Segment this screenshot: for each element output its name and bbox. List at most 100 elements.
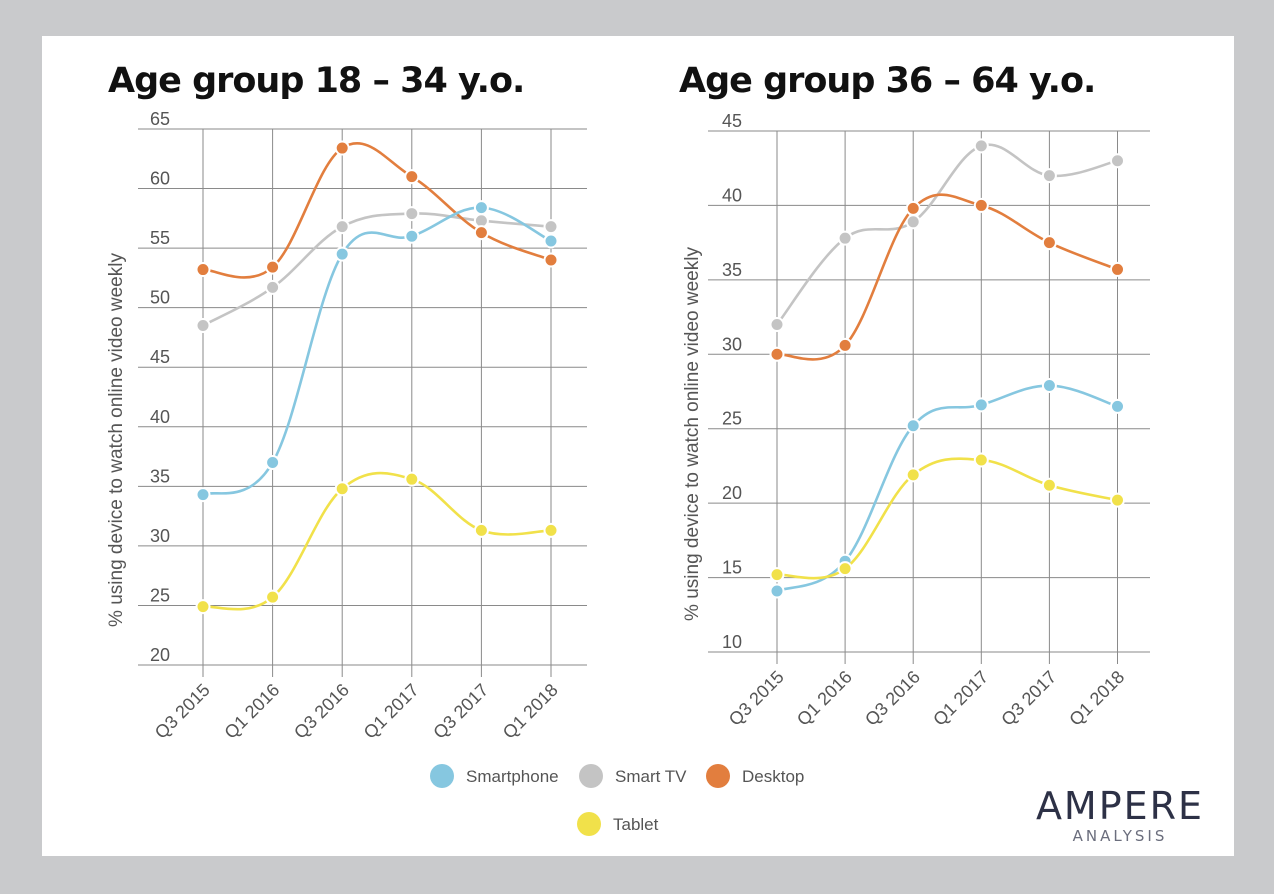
- data-point: [334, 481, 350, 497]
- x-tick-label: Q1 2018: [499, 680, 562, 743]
- data-point: [905, 418, 921, 434]
- legend-label: Smartphone: [466, 767, 559, 786]
- y-tick-label: 20: [722, 483, 742, 503]
- data-point: [973, 397, 989, 413]
- data-point: [473, 522, 489, 538]
- series-smart-tv: [769, 138, 1125, 333]
- x-tick-label: Q1 2017: [929, 667, 992, 730]
- y-tick-label: 30: [150, 526, 170, 546]
- series-line: [776, 193, 1118, 361]
- series-line: [775, 143, 1118, 326]
- series-line: [202, 212, 552, 327]
- data-point: [1041, 378, 1057, 394]
- chart-title: Age group 36 – 64 y.o.: [679, 61, 1095, 101]
- legend-label: Smart TV: [615, 767, 687, 786]
- data-point: [265, 455, 281, 471]
- data-point: [265, 589, 281, 605]
- y-tick-label: 40: [722, 185, 742, 205]
- x-tick-label: Q3 2017: [997, 667, 1060, 730]
- chart-panel-36-64: Age group 36 – 64 y.o. % using device to…: [679, 61, 1150, 730]
- legend: Smartphone Smart TV Desktop Tablet: [430, 764, 804, 836]
- y-tick-label: 15: [722, 558, 742, 578]
- gridlines: [138, 128, 587, 677]
- legend-swatch: [579, 764, 603, 788]
- y-tick-label: 45: [150, 347, 170, 367]
- chart-title: Age group 18 – 34 y.o.: [108, 61, 524, 101]
- data-point: [265, 259, 281, 275]
- data-point: [905, 200, 921, 216]
- legend-label: Tablet: [613, 815, 659, 834]
- data-point: [769, 583, 785, 599]
- data-point: [837, 561, 853, 577]
- data-point: [334, 219, 350, 235]
- data-point: [769, 317, 785, 333]
- data-point: [1110, 492, 1125, 508]
- legend-swatch: [430, 764, 454, 788]
- data-point: [543, 219, 559, 235]
- y-tick-label: 65: [150, 109, 170, 129]
- y-tick-label: 45: [722, 111, 742, 131]
- x-tick-label: Q1 2016: [793, 667, 856, 730]
- series-tablet: [195, 471, 559, 615]
- y-tick-label: 25: [722, 409, 742, 429]
- data-point: [543, 522, 559, 538]
- data-point: [473, 200, 489, 216]
- data-point: [334, 140, 350, 156]
- x-tick-label: Q3 2016: [861, 667, 924, 730]
- x-tick-label: Q3 2017: [429, 680, 492, 743]
- legend-item-smart-tv: Smart TV: [579, 764, 687, 788]
- x-tick-label: Q1 2017: [360, 680, 423, 743]
- legend-item-smartphone: Smartphone: [430, 764, 559, 788]
- data-point: [973, 452, 989, 468]
- x-tick-label: Q3 2016: [290, 680, 353, 743]
- x-tick-label: Q1 2016: [220, 680, 283, 743]
- data-point: [905, 467, 921, 483]
- data-point: [404, 471, 420, 487]
- y-tick-label: 35: [722, 260, 742, 280]
- x-tick-label: Q3 2015: [151, 680, 214, 743]
- y-axis-label: % using device to watch online video wee…: [106, 253, 127, 627]
- data-point: [1041, 168, 1057, 184]
- y-tick-label: 60: [150, 169, 170, 189]
- y-tick-label: 30: [722, 334, 742, 354]
- data-point: [543, 252, 559, 268]
- data-point: [837, 337, 853, 353]
- series-tablet: [769, 452, 1125, 583]
- data-point: [195, 487, 211, 503]
- x-tick-label: Q3 2015: [725, 667, 788, 730]
- y-tick-label: 35: [150, 466, 170, 486]
- series-smartphone: [195, 200, 559, 503]
- legend-swatch: [706, 764, 730, 788]
- data-point: [769, 567, 785, 583]
- data-point: [973, 138, 989, 154]
- series-smartphone: [769, 378, 1125, 599]
- legend-item-tablet: Tablet: [577, 812, 659, 836]
- series-smart-tv: [195, 206, 559, 334]
- y-tick-label: 50: [150, 288, 170, 308]
- y-axis-label: % using device to watch online video wee…: [682, 247, 703, 621]
- y-tick-label: 20: [150, 645, 170, 665]
- y-tick-label: 25: [150, 585, 170, 605]
- data-point: [905, 214, 921, 230]
- data-point: [769, 346, 785, 362]
- data-point: [1110, 261, 1125, 277]
- series-line: [202, 206, 552, 496]
- data-point: [334, 246, 350, 262]
- data-point: [473, 225, 489, 241]
- data-point: [404, 169, 420, 185]
- chart-card: Age group 18 – 34 y.o. % using device to…: [42, 36, 1234, 856]
- brand-subtitle: ANALYSIS: [1073, 827, 1168, 845]
- data-point: [973, 197, 989, 213]
- data-point: [837, 230, 853, 246]
- data-point: [195, 262, 211, 278]
- y-tick-label: 55: [150, 228, 170, 248]
- legend-item-desktop: Desktop: [706, 764, 804, 788]
- data-point: [404, 206, 420, 222]
- data-point: [195, 318, 211, 334]
- data-point: [1110, 153, 1125, 169]
- legend-label: Desktop: [742, 767, 804, 786]
- chart-panel-18-34: Age group 18 – 34 y.o. % using device to…: [106, 61, 587, 743]
- ampere-analysis-logo: AMPERE ANALYSIS: [1036, 784, 1202, 845]
- y-tick-label: 40: [150, 407, 170, 427]
- legend-swatch: [577, 812, 601, 836]
